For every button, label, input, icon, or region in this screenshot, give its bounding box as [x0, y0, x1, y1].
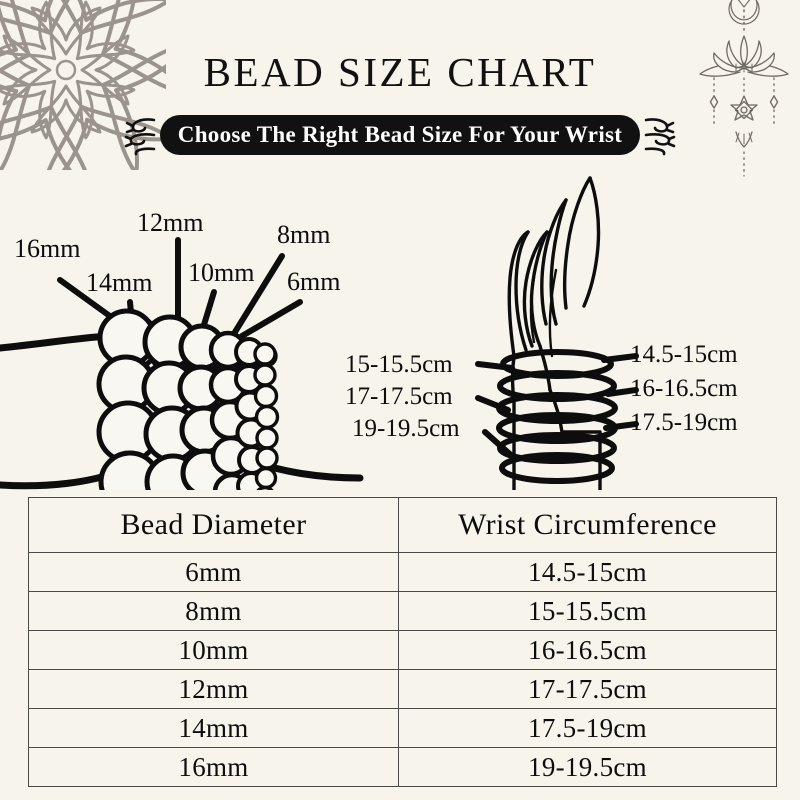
bead-column-6mm [253, 342, 280, 490]
bracelet-band-6 [499, 452, 615, 484]
column-header-wrist-circumference: Wrist Circumference [398, 497, 777, 553]
label-wrist-17-5-19cm: 17.5-19cm [630, 409, 738, 436]
leader-line-10mm [200, 289, 217, 331]
cell-wrist-circumference: 19-19.5cm [398, 747, 777, 787]
diagram-area: 16mm 14mm 12mm 10mm 8mm 6mm [0, 160, 800, 490]
label-bead-16mm: 16mm [14, 234, 81, 263]
label-wrist-16-16-5cm: 16-16.5cm [630, 375, 738, 402]
bracelet-band-2 [497, 370, 617, 402]
leader-wrist-19 [482, 429, 515, 459]
label-bead-14mm: 14mm [86, 268, 153, 297]
label-bead-6mm: 6mm [287, 267, 341, 296]
bead-cluster-illustration [0, 237, 364, 490]
cell-bead-diameter: 14mm [28, 708, 399, 748]
cell-bead-diameter: 10mm [28, 630, 399, 670]
label-wrist-19-19-5cm: 19-19.5cm [352, 415, 460, 442]
label-wrist-14-5-15cm: 14.5-15cm [630, 341, 738, 368]
cell-bead-diameter: 6mm [28, 552, 399, 592]
cell-wrist-circumference: 17.5-19cm [398, 708, 777, 748]
table-row: 14mm 17.5-19cm [28, 708, 777, 748]
bracelet-bands [496, 349, 618, 484]
table-header-row: Bead Diameter Wrist Circumference [28, 497, 777, 553]
table-row: 8mm 15-15.5cm [28, 591, 777, 631]
cell-wrist-circumference: 16-16.5cm [398, 630, 777, 670]
table-row: 12mm 17-17.5cm [28, 669, 777, 709]
leader-wrist-145 [601, 353, 639, 363]
cell-bead-diameter: 12mm [28, 669, 399, 709]
table-row: 10mm 16-16.5cm [28, 630, 777, 670]
cell-bead-diameter: 16mm [28, 747, 399, 787]
page-title: BEAD SIZE CHART [203, 49, 597, 95]
table-row: 16mm 19-19.5cm [28, 747, 777, 787]
cell-wrist-circumference: 14.5-15cm [398, 552, 777, 592]
label-bead-10mm: 10mm [188, 258, 255, 287]
leader-wrist-15 [475, 361, 515, 371]
flourish-left-icon [124, 118, 156, 156]
subtitle-text: Choose The Right Bead Size For Your Wris… [159, 115, 641, 155]
label-wrist-15-15-5cm: 15-15.5cm [345, 351, 453, 378]
leader-wrist-16 [605, 387, 639, 397]
leader-wrist-175 [603, 421, 639, 431]
cell-bead-diameter: 8mm [28, 591, 399, 631]
label-wrist-17-17-5cm: 17-17.5cm [345, 383, 453, 410]
leader-wrist-17 [475, 395, 511, 413]
subtitle-banner: Choose The Right Bead Size For Your Wris… [0, 112, 800, 158]
cell-wrist-circumference: 15-15.5cm [398, 591, 777, 631]
bead-column-16mm [96, 308, 162, 490]
label-bead-8mm: 8mm [277, 220, 331, 249]
leader-line-8mm [232, 253, 285, 335]
label-bead-12mm: 12mm [137, 208, 204, 237]
bead-size-table: Bead Diameter Wrist Circumference 6mm 14… [28, 497, 777, 787]
leader-line-6mm [239, 299, 303, 339]
hand-wrist-illustration [475, 176, 639, 490]
cell-wrist-circumference: 17-17.5cm [398, 669, 777, 709]
column-header-bead-diameter: Bead Diameter [28, 497, 399, 553]
flourish-right-icon [644, 118, 676, 156]
table-row: 6mm 14.5-15cm [28, 552, 777, 592]
